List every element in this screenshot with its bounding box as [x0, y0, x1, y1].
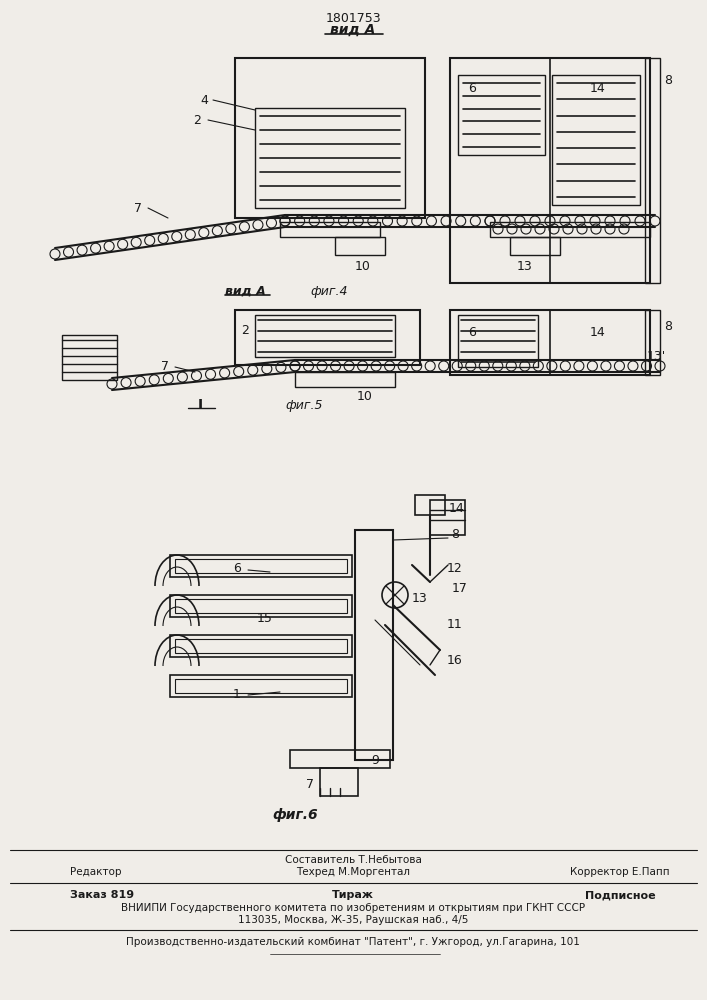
Bar	[450, 310, 650, 375]
Text: фиг.4: фиг.4	[310, 284, 348, 298]
Text: 10: 10	[355, 260, 371, 273]
Text: Составитель Т.Небытова: Составитель Т.Небытова	[284, 855, 421, 865]
Text: 7: 7	[161, 360, 169, 373]
Text: Редактор: Редактор	[70, 867, 122, 877]
Text: 6: 6	[468, 82, 476, 95]
Text: 11: 11	[447, 618, 463, 632]
Bar	[458, 75, 545, 155]
Text: 16: 16	[447, 654, 463, 666]
Text: 113035, Москва, Ж-35, Раушская наб., 4/5: 113035, Москва, Ж-35, Раушская наб., 4/5	[238, 915, 468, 925]
Bar	[255, 108, 405, 208]
Text: 13: 13	[412, 591, 428, 604]
Bar	[450, 58, 650, 283]
Text: фиг.6: фиг.6	[272, 808, 318, 822]
Text: фиг.5: фиг.5	[285, 398, 322, 412]
Bar	[335, 237, 385, 255]
Bar	[295, 372, 395, 387]
Text: Тираж: Тираж	[332, 890, 374, 900]
Bar	[490, 222, 650, 237]
Bar	[235, 310, 420, 365]
Text: 8: 8	[664, 320, 672, 334]
Text: 6: 6	[233, 562, 241, 574]
Text: 2: 2	[241, 324, 249, 336]
Bar	[175, 639, 347, 653]
Text: Подписное: Подписное	[585, 890, 655, 900]
Bar	[280, 222, 380, 237]
Bar	[290, 750, 390, 768]
Bar	[645, 310, 660, 375]
Text: 14: 14	[590, 82, 606, 95]
Bar	[645, 58, 660, 283]
Bar	[458, 315, 538, 367]
Text: 6: 6	[468, 326, 476, 340]
Text: 12: 12	[447, 562, 463, 574]
Text: 8: 8	[451, 528, 459, 542]
Bar	[175, 559, 347, 573]
Bar	[235, 58, 425, 218]
Text: 15: 15	[257, 611, 273, 624]
Text: вид А: вид А	[330, 23, 375, 37]
Text: 13': 13'	[646, 351, 665, 363]
Text: Заказ 819: Заказ 819	[70, 890, 134, 900]
Text: вид А: вид А	[225, 284, 266, 298]
Bar	[552, 75, 640, 205]
Text: 2: 2	[193, 113, 201, 126]
Text: 10: 10	[357, 390, 373, 403]
Text: ВНИИПИ Государственного комитета по изобретениям и открытиям при ГКНТ СССР: ВНИИПИ Государственного комитета по изоб…	[121, 903, 585, 913]
Text: 7: 7	[306, 778, 314, 792]
Text: 1801753: 1801753	[325, 11, 381, 24]
Text: Техред М.Моргентал: Техред М.Моргентал	[296, 867, 410, 877]
Text: I: I	[197, 398, 203, 412]
Bar	[170, 595, 352, 617]
Text: 13: 13	[517, 260, 533, 273]
Text: 1: 1	[233, 688, 241, 702]
Bar	[175, 599, 347, 613]
Bar	[170, 675, 352, 697]
Bar	[170, 555, 352, 577]
Bar	[430, 500, 465, 535]
Bar	[175, 679, 347, 693]
Bar	[255, 315, 395, 357]
Text: Корректор Е.Папп: Корректор Е.Папп	[570, 867, 670, 877]
Text: 8: 8	[664, 74, 672, 87]
Text: 9: 9	[371, 754, 379, 766]
Bar	[415, 495, 445, 515]
Bar	[510, 237, 560, 255]
Bar	[62, 335, 117, 380]
Bar	[320, 768, 358, 796]
Text: 14: 14	[590, 326, 606, 340]
Bar	[355, 530, 393, 760]
Bar	[170, 635, 352, 657]
Text: Производственно-издательский комбинат "Патент", г. Ужгород, ул.Гагарина, 101: Производственно-издательский комбинат "П…	[126, 937, 580, 947]
Text: 17: 17	[452, 582, 468, 594]
Text: 4: 4	[200, 94, 208, 106]
Text: 7: 7	[134, 202, 142, 215]
Text: 14: 14	[449, 502, 465, 514]
